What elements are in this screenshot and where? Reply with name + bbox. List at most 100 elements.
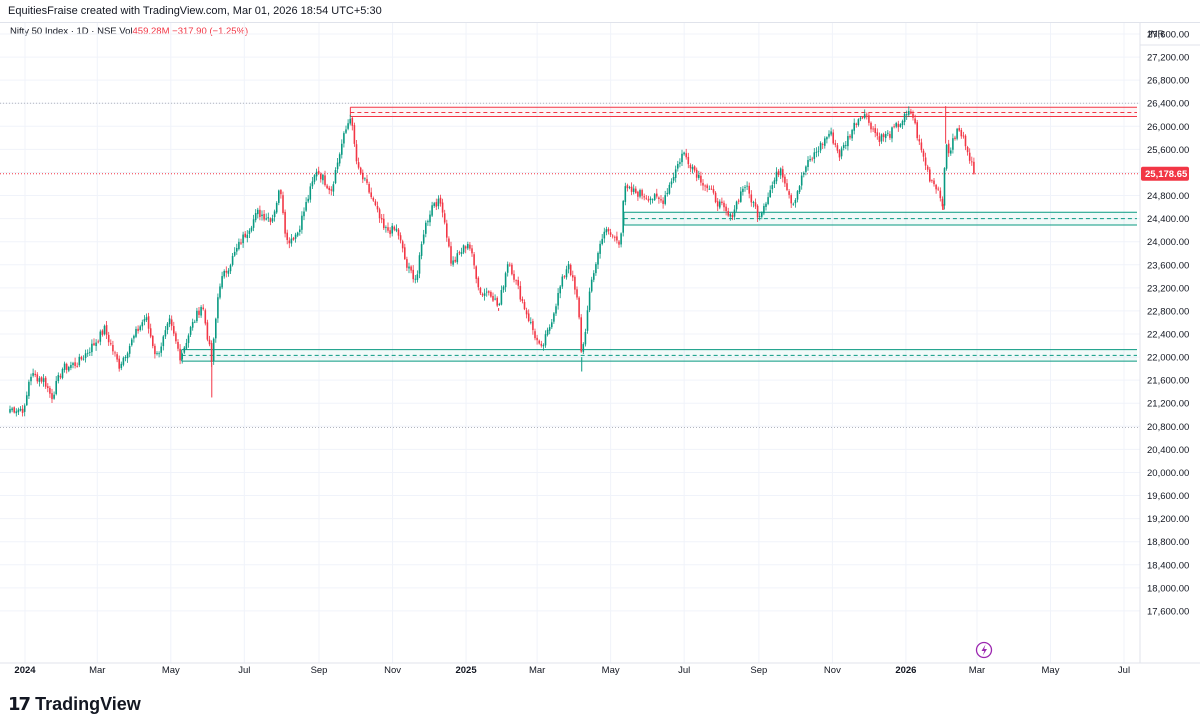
candle-body — [254, 212, 257, 221]
candle-body — [158, 353, 160, 355]
x-tick-label: Mar — [529, 665, 545, 676]
candle-body — [160, 346, 162, 353]
candle-body — [777, 171, 780, 175]
candle-body — [920, 142, 923, 151]
candle-body — [395, 228, 398, 231]
candle-body — [217, 297, 219, 319]
candle-body — [750, 194, 753, 203]
candle-body — [168, 318, 171, 325]
candle-body — [695, 169, 698, 178]
candle-body — [328, 187, 330, 191]
candle-body — [93, 343, 95, 346]
candle-body — [437, 198, 440, 207]
candle-body — [689, 164, 692, 169]
candle-body — [790, 195, 792, 204]
candle-body — [406, 259, 408, 268]
candle-body — [252, 219, 255, 228]
candle-body — [49, 387, 51, 394]
candle-body — [420, 244, 423, 256]
candle-body — [452, 260, 454, 265]
candle-body — [937, 188, 939, 190]
candle-body — [380, 217, 383, 220]
candle-body — [36, 374, 39, 382]
candle-body — [683, 152, 685, 155]
tradingview-logo[interactable]: 17 TradingView — [8, 692, 141, 716]
candle-body — [603, 231, 606, 239]
x-tick-label: Jul — [238, 665, 250, 676]
candle-body — [593, 273, 595, 280]
candle-body — [884, 133, 887, 139]
candle-body — [639, 190, 641, 197]
candle-body — [273, 211, 276, 218]
candle-body — [817, 150, 820, 152]
candle-body — [521, 299, 524, 302]
candle-body — [824, 138, 826, 146]
candle-body — [702, 182, 704, 186]
candle-body — [590, 279, 593, 292]
candle-body — [681, 153, 683, 163]
candle-body — [916, 122, 918, 139]
candle-body — [609, 232, 612, 235]
price-chart[interactable]: INR 27,600.00 27,200.00 26,800.00 26,400.00… — [0, 23, 1200, 683]
replay-icon[interactable] — [975, 641, 993, 659]
candle-body — [563, 276, 566, 278]
candle-body — [322, 174, 324, 181]
candle-body — [618, 241, 620, 245]
candle-body — [307, 198, 309, 202]
candle-body — [152, 336, 154, 347]
candle-body — [954, 137, 956, 139]
y-tick-label: 19,200.00 — [1147, 514, 1189, 525]
candle-body — [294, 234, 297, 239]
candle-body — [737, 200, 740, 202]
candle-body — [175, 333, 177, 342]
candle-body — [240, 242, 242, 244]
candle-body — [679, 162, 681, 164]
candle-body — [332, 184, 335, 192]
candle-body — [506, 264, 509, 273]
symbol-legend[interactable]: Nifty 50 Index · 1D · NSE Vol459.28M −31… — [10, 26, 248, 37]
y-tick-label: 23,600.00 — [1147, 260, 1189, 271]
candle-body — [194, 321, 196, 323]
candle-body — [635, 188, 637, 193]
candle-body — [233, 251, 236, 256]
candle-body — [956, 128, 958, 139]
candle-body — [38, 378, 41, 382]
candle-body — [616, 236, 618, 241]
candle-body — [376, 205, 379, 210]
candle-body — [164, 330, 167, 337]
candle-body — [9, 409, 11, 413]
candle-body — [899, 124, 902, 127]
x-tick-label: Sep — [311, 665, 328, 676]
dotted-levels — [0, 102, 1140, 428]
candle-body — [918, 139, 921, 142]
last-price-badge — [1141, 166, 1189, 181]
y-tick-label: 22,800.00 — [1147, 306, 1189, 317]
candle-body — [819, 142, 822, 151]
candle-body — [866, 114, 868, 116]
candle-body — [905, 114, 908, 116]
candle-body — [929, 169, 931, 182]
y-tick-label: 23,200.00 — [1147, 283, 1189, 294]
candle-body — [830, 131, 832, 135]
candle-body — [107, 334, 110, 343]
candle-body — [341, 143, 343, 155]
candle-body — [162, 336, 165, 347]
x-tick-label: 2025 — [455, 665, 477, 676]
candle-body — [261, 214, 263, 217]
candle-body — [729, 213, 732, 217]
candle-body — [504, 273, 507, 288]
candle-body — [330, 189, 333, 191]
candle-body — [765, 203, 767, 207]
candle-body — [374, 201, 377, 206]
price-change: −317.90 (−1.25%) — [172, 26, 249, 37]
candle-body — [551, 322, 553, 328]
candle-body — [267, 217, 270, 219]
candle-body — [840, 148, 843, 157]
candle-body — [601, 238, 603, 244]
candle-body — [135, 328, 137, 337]
candle-body — [779, 168, 782, 176]
candle-body — [296, 232, 299, 236]
candle-body — [945, 144, 948, 169]
candle-body — [269, 218, 272, 222]
candle-body — [191, 322, 194, 328]
